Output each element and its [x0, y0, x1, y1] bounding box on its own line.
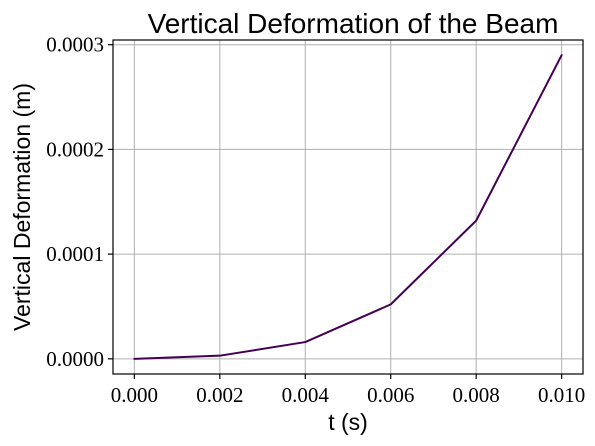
y-tick-label: 0.0002	[46, 137, 104, 161]
x-tick-label: 0.010	[538, 383, 585, 407]
series-line	[133, 54, 563, 360]
axis-ticks: 0.000 0.002 0.004 0.006 0.008 0.010 0.0000 0.00…	[46, 33, 585, 407]
x-axis-label: t (s)	[328, 409, 368, 435]
grid-lines	[113, 40, 583, 374]
x-tick-label: 0.004	[282, 383, 330, 407]
chart-title: Vertical Deformation of the Beam	[148, 8, 559, 39]
y-axis-label: Vertical Deformation (m)	[9, 83, 35, 331]
y-tick-label: 0.0001	[46, 242, 104, 266]
plot-frame	[112, 39, 584, 375]
x-tick-label: 0.000	[111, 383, 158, 407]
y-tick-label: 0.0000	[46, 347, 104, 371]
series-layer	[133, 54, 563, 360]
y-tick-label: 0.0003	[46, 33, 104, 57]
x-tick-label: 0.002	[196, 383, 243, 407]
x-tick-label: 0.008	[453, 383, 500, 407]
x-tick-label: 0.006	[367, 383, 414, 407]
